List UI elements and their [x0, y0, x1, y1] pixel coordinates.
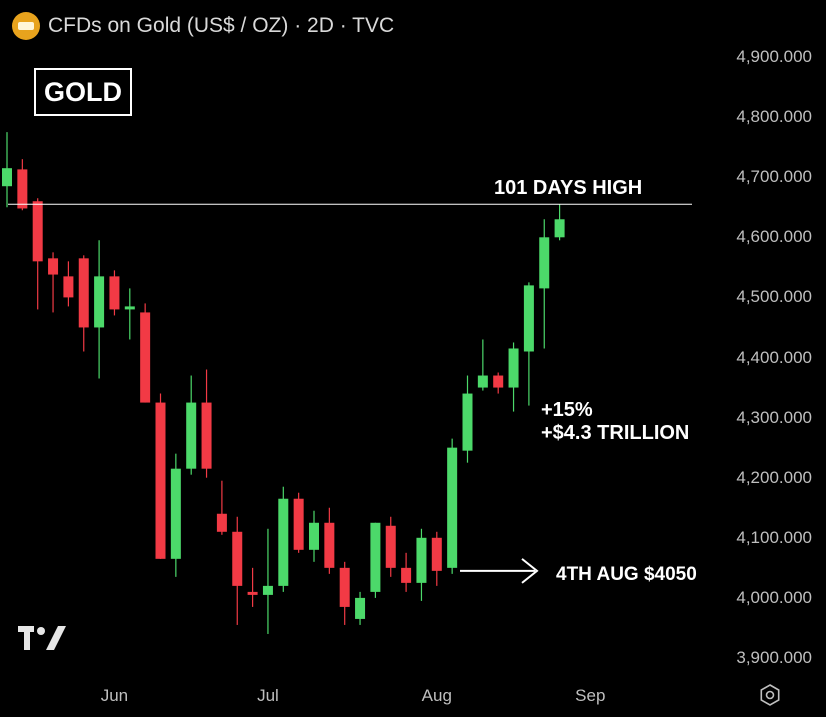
candle-body[interactable] [478, 376, 488, 388]
y-tick-label: 4,700.000 [736, 167, 812, 187]
candle-body[interactable] [539, 237, 549, 288]
asset-label: GOLD [34, 68, 132, 116]
y-tick-label: 4,400.000 [736, 348, 812, 368]
gear-icon[interactable] [759, 684, 781, 706]
candle-body[interactable] [2, 168, 12, 186]
candle-body[interactable] [186, 403, 196, 469]
candle-body[interactable] [386, 526, 396, 568]
candle-body[interactable] [432, 538, 442, 571]
candle-body[interactable] [140, 312, 150, 402]
candle-body[interactable] [232, 532, 242, 586]
candle-body[interactable] [294, 499, 304, 550]
candle-body[interactable] [94, 276, 104, 327]
gain-value-label: +$4.3 TRILLION [541, 422, 689, 445]
y-tick-label: 3,900.000 [736, 648, 812, 668]
candle-body[interactable] [524, 285, 534, 351]
candle-body[interactable] [109, 276, 119, 309]
y-tick-label: 4,900.000 [736, 47, 812, 67]
candle-body[interactable] [79, 258, 89, 327]
candle-body[interactable] [493, 376, 503, 388]
candle-body[interactable] [171, 469, 181, 559]
candle-body[interactable] [125, 306, 135, 309]
candle-body[interactable] [370, 523, 380, 592]
candle-body[interactable] [509, 348, 519, 387]
y-tick-label: 4,100.000 [736, 528, 812, 548]
candle-body[interactable] [156, 403, 166, 559]
candle-body[interactable] [555, 219, 565, 237]
candle-body[interactable] [63, 276, 73, 297]
candle-body[interactable] [463, 394, 473, 451]
tradingview-logo-icon[interactable] [18, 626, 68, 652]
candle-body[interactable] [355, 598, 365, 619]
gain-percent-label: +15% [541, 399, 593, 422]
candle-body[interactable] [17, 169, 27, 208]
candle-body[interactable] [33, 201, 43, 261]
symbol-header[interactable]: CFDs on Gold (US$ / OZ) · 2D · TVC [12, 12, 394, 40]
y-tick-label: 4,000.000 [736, 588, 812, 608]
gold-bars-icon [12, 12, 40, 40]
y-tick-label: 4,200.000 [736, 468, 812, 488]
candle-body[interactable] [263, 586, 273, 595]
x-tick-label: Jun [101, 686, 128, 706]
candle-body[interactable] [447, 448, 457, 568]
y-tick-label: 4,300.000 [736, 408, 812, 428]
low-label: 4TH AUG $4050 [556, 564, 697, 586]
x-tick-label: Sep [575, 686, 605, 706]
candle-body[interactable] [340, 568, 350, 607]
candle-body[interactable] [416, 538, 426, 583]
candle-body[interactable] [309, 523, 319, 550]
candle-body[interactable] [324, 523, 334, 568]
candle-body[interactable] [278, 499, 288, 586]
x-tick-label: Jul [257, 686, 279, 706]
candle-body[interactable] [248, 592, 258, 595]
candle-body[interactable] [48, 258, 58, 274]
candle-body[interactable] [217, 514, 227, 532]
y-tick-label: 4,500.000 [736, 287, 812, 307]
candle-body[interactable] [202, 403, 212, 469]
symbol-title: CFDs on Gold (US$ / OZ) · 2D · TVC [48, 14, 394, 38]
high-label: 101 DAYS HIGH [494, 177, 642, 200]
body-layer [2, 168, 565, 619]
arrow-annotation [460, 559, 537, 583]
x-tick-label: Aug [422, 686, 452, 706]
candle-body[interactable] [401, 568, 411, 583]
y-tick-label: 4,800.000 [736, 107, 812, 127]
y-tick-label: 4,600.000 [736, 227, 812, 247]
